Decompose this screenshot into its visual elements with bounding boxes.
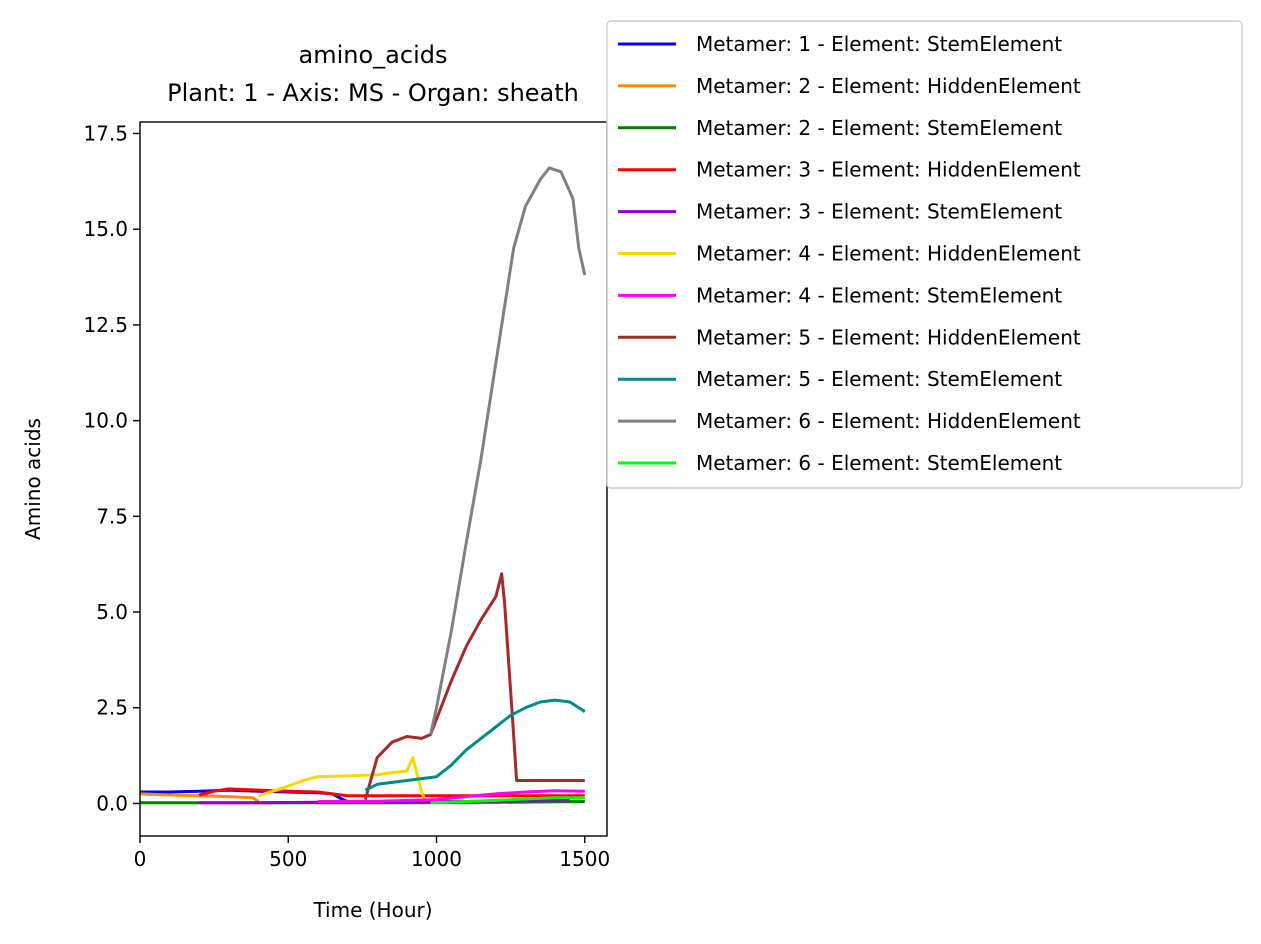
series-line-9	[364, 698, 586, 792]
legend-entry: Metamer: 2 - Element: HiddenElement	[696, 74, 1081, 98]
y-tick-label: 0.0	[96, 791, 128, 815]
x-tick-label: 0	[134, 847, 147, 871]
series-line-8	[363, 572, 585, 801]
legend-entry: Metamer: 1 - Element: StemElement	[696, 32, 1062, 56]
x-axis-label: Time (Hour)	[312, 898, 432, 922]
plot-frame	[139, 121, 608, 837]
legend-entry: Metamer: 6 - Element: StemElement	[696, 451, 1062, 475]
plot-lines	[139, 166, 587, 805]
legend-entry: Metamer: 5 - Element: HiddenElement	[696, 325, 1081, 349]
y-axis-label: Amino acids	[21, 418, 45, 540]
series-line-6	[258, 756, 427, 801]
y-tick-label: 5.0	[96, 600, 128, 624]
legend-entry: Metamer: 4 - Element: StemElement	[696, 283, 1062, 307]
series-line-2	[139, 792, 260, 803]
chart-title: amino_acids	[299, 41, 448, 69]
y-axis: 0.0 2.5 5.0 7.5 10.0 12.5 15.0 17.5	[83, 121, 140, 815]
legend-entry: Metamer: 3 - Element: HiddenElement	[696, 158, 1081, 182]
series-line-7	[317, 789, 585, 803]
series-line-11	[430, 796, 585, 805]
y-tick-label: 12.5	[83, 313, 128, 337]
series-line-4	[198, 787, 585, 798]
series-line-10	[429, 166, 587, 735]
x-tick-label: 500	[269, 847, 307, 871]
legend-frame	[606, 20, 1243, 489]
x-tick-label: 1500	[559, 847, 610, 871]
legend-entry: Metamer: 3 - Element: StemElement	[696, 200, 1062, 224]
legend-entry: Metamer: 6 - Element: HiddenElement	[696, 409, 1081, 433]
y-tick-label: 15.0	[83, 217, 128, 241]
legend-entry: Metamer: 2 - Element: StemElement	[696, 116, 1062, 140]
y-tick-label: 2.5	[96, 696, 128, 720]
legend: Metamer: 1 - Element: StemElement Metamer…	[606, 20, 1243, 489]
chart-subtitle: Plant: 1 - Axis: MS - Organ: sheath	[167, 79, 579, 107]
legend-entry: Metamer: 4 - Element: HiddenElement	[696, 242, 1081, 266]
x-tick-label: 1000	[411, 847, 462, 871]
x-axis: 0 500 1000 1500	[134, 836, 610, 871]
y-tick-label: 10.0	[83, 409, 128, 433]
y-tick-label: 17.5	[83, 121, 128, 145]
y-tick-label: 7.5	[96, 504, 128, 528]
legend-entry: Metamer: 5 - Element: StemElement	[696, 367, 1062, 391]
